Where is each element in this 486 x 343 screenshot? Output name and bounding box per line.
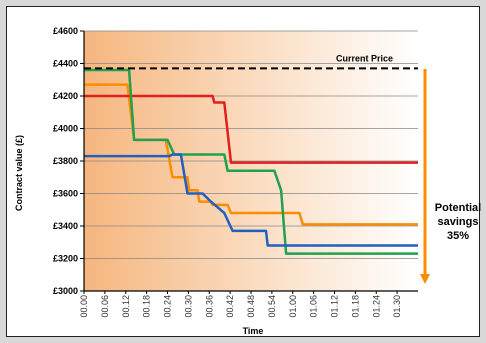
y-tick-label: £4400	[53, 59, 78, 69]
series-line-4	[84, 153, 418, 247]
x-tick-label: 01.00	[288, 295, 298, 318]
x-tick-label: 01.18	[350, 295, 360, 318]
chart-frame: £3000 £3200 £3400 £3600 £3800 £4000 £4200 £4400…	[6, 6, 481, 337]
savings-annotation-line: Potential	[435, 202, 481, 214]
x-tick-label: 01.30	[392, 295, 402, 318]
x-tick-label: 00.12	[121, 295, 131, 318]
y-tick-label: £4000	[53, 124, 78, 134]
x-tick-label: 00.36	[204, 295, 214, 318]
y-tick-label: £3400	[53, 221, 78, 231]
y-axis-label: Contract value (£)	[14, 135, 24, 211]
y-tick-label: £3000	[53, 286, 78, 296]
series-line-2	[84, 94, 418, 164]
y-tick-label: £4200	[53, 91, 78, 101]
line-chart: £3000 £3200 £3400 £3600 £3800 £4000 £4200 £4400…	[14, 26, 481, 336]
x-tick-label: 01.12	[330, 295, 340, 318]
series-line-3	[84, 68, 418, 255]
x-tick-label: 00.54	[267, 295, 277, 318]
y-tick-label: £4600	[53, 26, 78, 36]
x-tick-label: 00.30	[183, 295, 193, 318]
current-price-label: Current Price	[336, 53, 393, 63]
x-tick-label: 01.24	[371, 295, 381, 318]
x-tick-label: 00.42	[225, 295, 235, 318]
x-tick-label: 00.00	[79, 295, 89, 318]
x-tick-label: 00.24	[163, 295, 173, 318]
x-tick-label: 00.18	[142, 295, 152, 318]
y-tick-label: £3800	[53, 156, 78, 166]
x-axis-label: Time	[243, 326, 264, 336]
x-tick-label: 01.06	[309, 295, 319, 318]
savings-annotation-line: 35%	[447, 230, 469, 242]
savings-annotation-line: savings	[438, 216, 479, 228]
x-tick-label: 00.06	[100, 295, 110, 318]
y-tick-label: £3600	[53, 189, 78, 199]
x-tick-label: 00.48	[246, 295, 256, 318]
y-tick-label: £3200	[53, 254, 78, 264]
